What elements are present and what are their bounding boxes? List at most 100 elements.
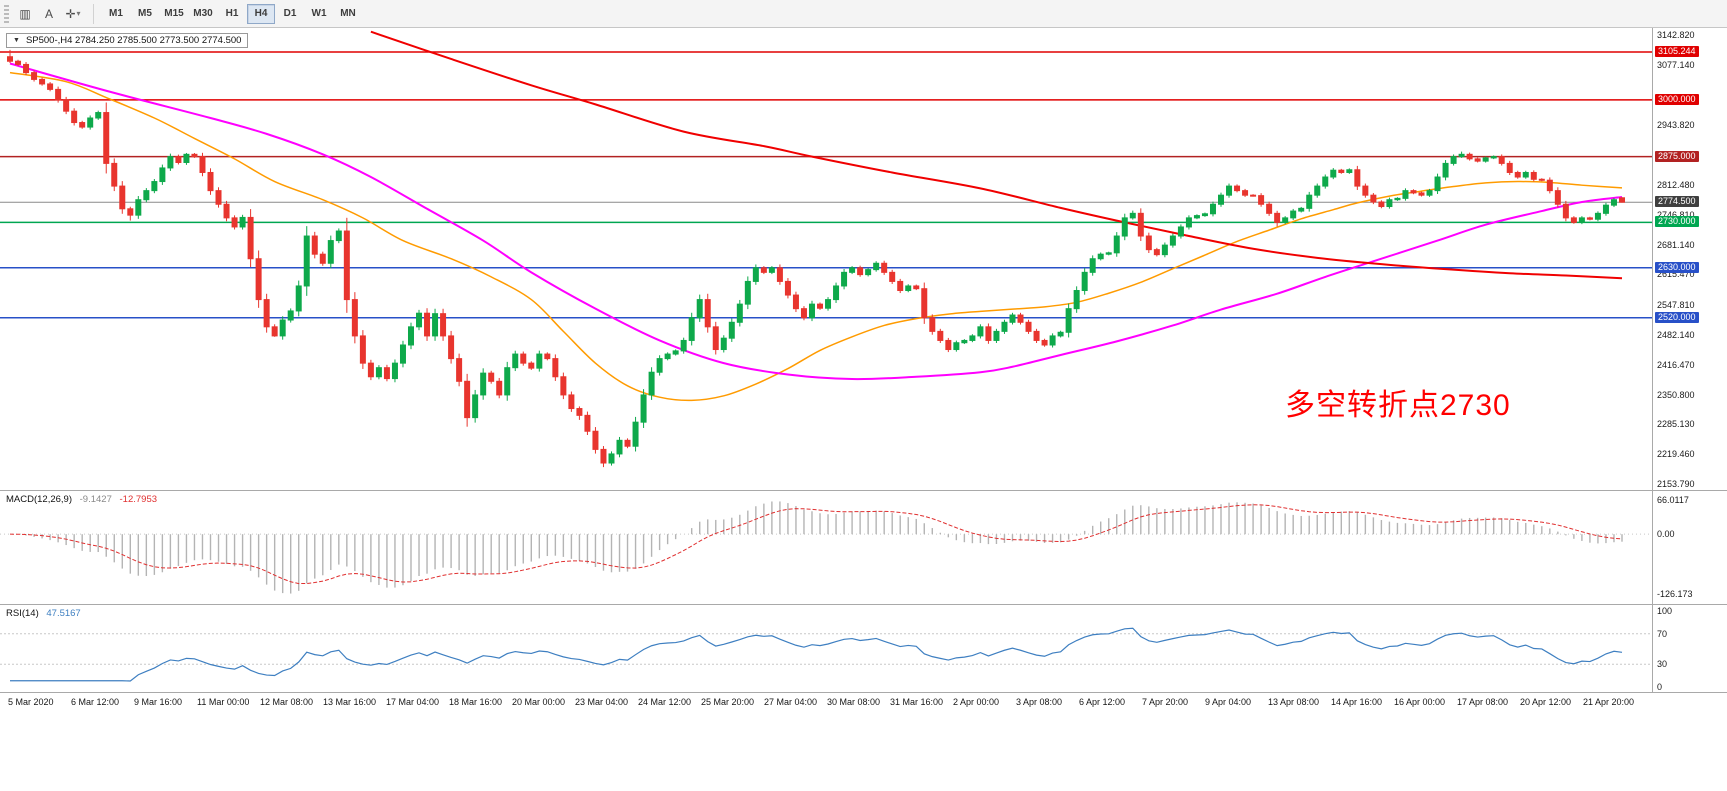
rsi-axis-value: 70 <box>1657 628 1668 639</box>
text-annotation-icon[interactable]: A <box>37 3 61 25</box>
price-tick: 2681.140 <box>1657 239 1695 250</box>
timeframe-button-h1[interactable]: H1 <box>218 4 246 24</box>
chart-window-icon[interactable]: ▥ <box>13 3 37 25</box>
time-tick: 6 Mar 12:00 <box>71 697 120 707</box>
panel-separator[interactable] <box>0 692 1727 693</box>
rsi-axis[interactable]: 100 70 30 0 <box>1652 605 1727 692</box>
panel-separator[interactable] <box>0 604 1727 605</box>
toolbar-divider <box>93 3 94 24</box>
annotation-text: 多空转折点2730 <box>1285 389 1511 422</box>
macd-axis-value: 0.00 <box>1657 529 1675 540</box>
timeframe-button-m15[interactable]: M15 <box>160 4 188 24</box>
price-tick: 3142.820 <box>1657 30 1695 40</box>
time-tick: 18 Mar 16:00 <box>449 697 503 707</box>
ma-fast-orange-line <box>9 71 1623 402</box>
time-tick: 14 Apr 16:00 <box>1331 697 1383 707</box>
time-tick: 12 Mar 08:00 <box>260 697 314 707</box>
price-tick: 2153.790 <box>1657 479 1695 489</box>
timeframe-button-m1[interactable]: M1 <box>102 4 130 24</box>
price-tick: 2746.810 <box>1657 209 1695 220</box>
ma-mid-magenta-line <box>9 62 1623 381</box>
timeframe-button-m30[interactable]: M30 <box>189 4 217 24</box>
macd-signal-value: -12.7953 <box>119 494 158 505</box>
price-tick: 2219.460 <box>1657 449 1695 460</box>
macd-histogram <box>17 501 1623 594</box>
timeframe-button-h4[interactable]: H4 <box>247 3 275 24</box>
level-price-label: 2730.000 <box>1655 216 1699 228</box>
collapse-arrow-icon[interactable]: ▼ <box>13 37 20 44</box>
time-tick: 20 Mar 00:00 <box>512 697 566 707</box>
main-chart-panel: 3142.820 3077.140 2943.820 2812.480 2746.810… <box>0 28 1727 490</box>
current-price-label: 2774.500 <box>1655 196 1699 208</box>
macd-name: MACD(12,26,9) <box>6 494 72 505</box>
rsi-label: RSI(14) 47.5167 <box>6 608 81 619</box>
rsi-line <box>10 627 1623 682</box>
rsi-name: RSI(14) <box>6 608 39 619</box>
macd-axis-value: 66.0117 <box>1657 495 1689 505</box>
price-tick: 2547.810 <box>1657 300 1695 311</box>
candlestick-chart[interactable] <box>0 28 1652 490</box>
price-tick: 2943.820 <box>1657 120 1695 131</box>
timeframe-button-mn[interactable]: MN <box>334 4 362 24</box>
crosshair-glyph: ✛ <box>65 6 76 21</box>
macd-main-value: -9.1427 <box>79 494 112 505</box>
time-tick: 6 Apr 12:00 <box>1079 697 1126 707</box>
toolbar-drag-handle[interactable] <box>4 4 9 23</box>
time-tick: 23 Mar 04:00 <box>575 697 629 707</box>
price-tick: 3077.140 <box>1657 59 1695 70</box>
time-tick: 16 Apr 00:00 <box>1394 697 1446 707</box>
time-tick: 31 Mar 16:00 <box>890 697 944 707</box>
ma-slow-red-line <box>370 30 1623 280</box>
chevron-down-icon: ▾ <box>76 9 81 18</box>
macd-axis[interactable]: 66.0117 0.00 -126.173 <box>1652 491 1727 604</box>
macd-plot[interactable] <box>0 491 1652 604</box>
time-tick: 21 Apr 20:00 <box>1583 697 1635 707</box>
time-tick: 7 Apr 20:00 <box>1142 697 1189 707</box>
time-tick: 13 Mar 16:00 <box>323 697 377 707</box>
timeframe-button-m5[interactable]: M5 <box>131 4 159 24</box>
time-axis[interactable]: 5 Mar 2020 6 Mar 12:00 9 Mar 16:00 11 Mar 0… <box>0 693 1727 711</box>
price-axis[interactable]: 3142.820 3077.140 2943.820 2812.480 2746.810… <box>1652 28 1727 490</box>
time-tick: 11 Mar 00:00 <box>197 697 250 707</box>
level-price-label: 2630.000 <box>1655 261 1699 273</box>
toolbar: ▥ A ✛ ▾ M1 M5 M15 M30 H1 H4 D1 W1 MN <box>0 0 1727 28</box>
time-tick: 17 Apr 08:00 <box>1457 697 1509 707</box>
level-price-label: 2875.000 <box>1655 150 1699 162</box>
price-tick: 2350.800 <box>1657 389 1695 400</box>
chart-title-box: ▼ SP500-,H4 2784.250 2785.500 2773.500 2… <box>6 33 249 48</box>
time-tick: 27 Mar 04:00 <box>764 697 818 707</box>
macd-panel: 66.0117 0.00 -126.173 MACD(12,26,9) -9.142… <box>0 491 1727 604</box>
rsi-value: 47.5167 <box>46 608 81 619</box>
candles <box>7 49 1625 468</box>
timeframe-button-w1[interactable]: W1 <box>305 4 333 24</box>
rsi-axis-value: 0 <box>1657 682 1663 692</box>
price-tick: 2812.480 <box>1657 179 1695 190</box>
macd-axis-value: -126.173 <box>1657 589 1693 599</box>
time-tick: 24 Mar 12:00 <box>638 697 692 707</box>
timeframe-button-d1[interactable]: D1 <box>276 4 304 24</box>
rsi-panel: 100 70 30 0 RSI(14) 47.5167 <box>0 605 1727 692</box>
crosshair-icon[interactable]: ✛ ▾ <box>61 3 85 25</box>
timeframe-button-group: M1 M5 M15 M30 H1 H4 D1 W1 MN <box>102 3 362 24</box>
time-tick: 30 Mar 08:00 <box>827 697 881 707</box>
time-tick: 13 Apr 08:00 <box>1268 697 1320 707</box>
bottom-whitespace <box>0 711 1727 791</box>
price-tick: 2416.470 <box>1657 359 1695 370</box>
price-tick: 2482.140 <box>1657 329 1695 340</box>
price-tick: 2615.470 <box>1657 269 1695 280</box>
time-tick: 25 Mar 20:00 <box>701 697 755 707</box>
time-tick: 17 Mar 04:00 <box>386 697 440 707</box>
panel-separator[interactable] <box>0 490 1727 491</box>
time-tick: 20 Apr 12:00 <box>1520 697 1572 707</box>
time-tick: 9 Mar 16:00 <box>134 697 183 707</box>
rsi-axis-value: 30 <box>1657 659 1668 670</box>
time-tick: 9 Apr 04:00 <box>1205 697 1252 707</box>
level-price-label: 2520.000 <box>1655 311 1699 323</box>
level-price-label: 3105.244 <box>1655 46 1699 58</box>
macd-label: MACD(12,26,9) -9.1427 -12.7953 <box>6 494 157 505</box>
rsi-plot[interactable] <box>0 605 1652 692</box>
time-tick: 3 Apr 08:00 <box>1016 697 1063 707</box>
rsi-axis-value: 100 <box>1657 606 1673 616</box>
time-tick: 2 Apr 00:00 <box>953 697 1000 707</box>
macd-signal-line <box>9 504 1623 585</box>
